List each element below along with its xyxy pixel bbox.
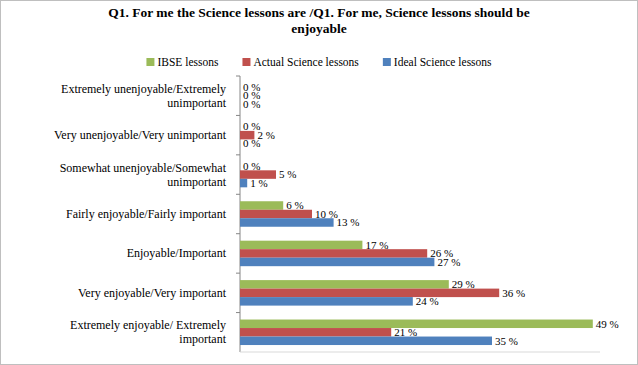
bar (240, 162, 241, 171)
bar (240, 241, 362, 250)
legend-label: IBSE lessons (157, 56, 219, 68)
data-label: 1 % (250, 177, 267, 189)
chart-frame (1, 1, 638, 365)
data-label: 27 % (437, 256, 460, 268)
category-tick (236, 233, 240, 234)
data-label: 6 % (286, 199, 303, 211)
category-tick (236, 115, 240, 116)
title: Q1. For me the Science lessons are /Q1. … (108, 5, 529, 36)
bar (240, 328, 391, 337)
category-label: Very enjoyable/Very important (78, 286, 227, 300)
bar (240, 337, 492, 346)
data-label: 29 % (452, 278, 475, 290)
data-labels: 0 %0 %0 %0 %2 %0 %0 %5 %1 %6 %10 %13 %17… (243, 81, 619, 347)
data-label: 36 % (502, 287, 525, 299)
data-label: 0 % (243, 160, 260, 172)
bar (240, 179, 247, 188)
bar (240, 297, 413, 306)
bar (240, 100, 241, 109)
legend: IBSE lessons Actual Science lessons Ideal … (146, 56, 492, 68)
data-label: 35 % (495, 335, 518, 347)
data-label: 0 % (243, 98, 260, 110)
category-label: Fairly enjoyable/Fairly important (66, 207, 227, 221)
bar (240, 201, 283, 210)
data-label: 13 % (337, 216, 360, 228)
category-label: Extremely unenjoyable/Extremelyunimporta… (61, 82, 227, 110)
category-label: Extremely enjoyable/ Extremelyimportant (70, 318, 227, 346)
legend-swatch (242, 58, 250, 66)
category-label: Very unenjoyable/Very unimportant (54, 128, 227, 142)
data-label: 0 % (243, 137, 260, 149)
category-tick (236, 312, 240, 313)
data-label: 5 % (279, 168, 296, 180)
legend-label: Ideal Science lessons (394, 56, 492, 68)
bar (240, 91, 241, 100)
data-label: 10 % (315, 208, 338, 220)
value-axis (240, 352, 600, 353)
bar (240, 280, 449, 289)
bar (240, 258, 434, 267)
chart: Q1. For me the Science lessons are /Q1. … (0, 0, 638, 365)
category-label: Somewhat unenjoyable/Somewhatunimportant (60, 161, 227, 189)
bar (240, 139, 241, 148)
bar (240, 122, 241, 130)
category-tick (236, 194, 240, 195)
category-label: Enjoyable/Important (127, 246, 227, 260)
legend-swatch (146, 58, 154, 66)
bar (240, 83, 241, 92)
bars (240, 131, 593, 345)
category-tick (236, 154, 240, 155)
category-tick (236, 76, 240, 77)
legend-label: Actual Science lessons (253, 56, 359, 68)
data-label: 17 % (365, 239, 388, 251)
data-label: 24 % (416, 295, 439, 307)
category-tick (236, 273, 240, 274)
legend-swatch (383, 58, 391, 66)
data-label: 21 % (394, 326, 417, 338)
data-label: 49 % (596, 318, 619, 330)
bar (240, 249, 427, 258)
